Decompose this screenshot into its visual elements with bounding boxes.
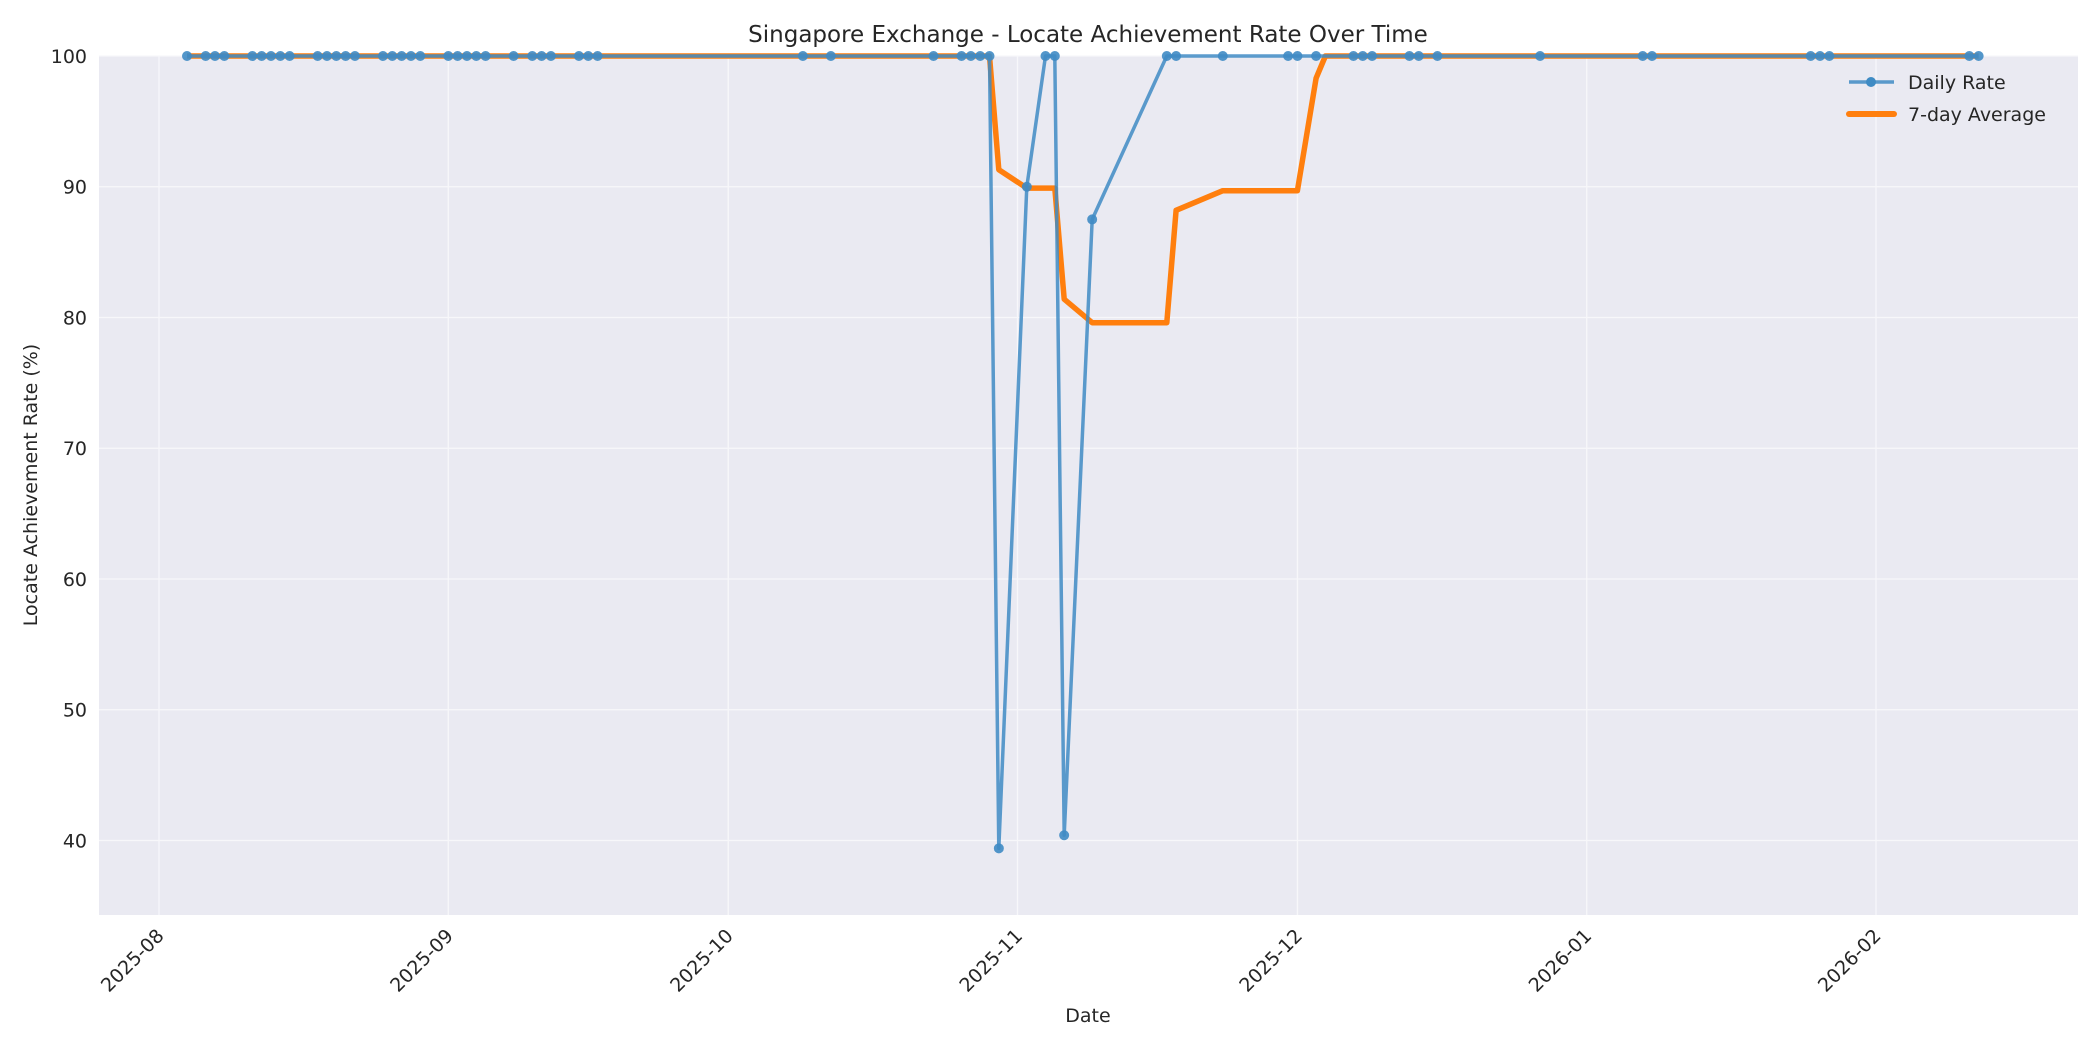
- daily-rate-point: [1292, 51, 1303, 61]
- daily-rate-point: [573, 51, 584, 61]
- daily-rate-point: [1964, 51, 1975, 61]
- x-tick-label: 2025-12: [1235, 925, 1307, 997]
- daily-rate-point: [219, 51, 230, 61]
- daily-rate-point: [928, 51, 939, 61]
- daily-rate-point: [265, 51, 276, 61]
- y-tick-label: 70: [63, 438, 87, 460]
- daily-rate-point: [1348, 51, 1359, 61]
- daily-rate-point: [340, 51, 351, 61]
- daily-rate-point: [480, 51, 491, 61]
- daily-rate-point: [256, 51, 267, 61]
- daily-rate-point: [452, 51, 463, 61]
- daily-rate-point: [1357, 51, 1368, 61]
- daily-rate-point: [1432, 51, 1443, 61]
- x-tick-label: 2026-01: [1525, 925, 1597, 997]
- y-tick-label: 60: [63, 569, 87, 591]
- legend-daily-label: Daily Rate: [1908, 72, 2006, 94]
- daily-rate-point: [331, 51, 342, 61]
- y-tick-label: 50: [63, 700, 87, 722]
- daily-rate-point: [387, 51, 398, 61]
- daily-rate-point: [975, 51, 986, 61]
- daily-rate-point: [471, 51, 482, 61]
- daily-rate-point: [797, 51, 808, 61]
- daily-rate-point: [993, 843, 1004, 854]
- y-tick-label: 80: [63, 307, 87, 329]
- daily-rate-point: [1217, 51, 1228, 61]
- legend-avg-label: 7-day Average: [1908, 104, 2046, 126]
- y-tick-label: 90: [63, 177, 87, 199]
- seven-day-average-series: [187, 53, 1979, 326]
- y-axis-ticks: 40 50 60 70 80 90 100: [51, 46, 87, 852]
- daily-rate-point: [1171, 51, 1182, 61]
- daily-rate-point: [200, 51, 211, 61]
- daily-rate-point: [545, 51, 556, 61]
- daily-rate-point: [583, 51, 594, 61]
- daily-rate-point: [181, 51, 192, 61]
- daily-rate-point: [405, 51, 416, 61]
- x-tick-label: 2025-09: [386, 925, 458, 997]
- daily-rate-point: [1283, 51, 1294, 61]
- daily-rate-point: [443, 51, 454, 61]
- daily-rate-point: [1021, 181, 1032, 192]
- daily-rate-point: [1059, 830, 1070, 841]
- daily-rate-point: [1973, 51, 1984, 61]
- legend: Daily Rate 7-day Average: [1846, 72, 2046, 126]
- daily-rate-series: [181, 51, 1984, 854]
- daily-rate-point: [377, 51, 388, 61]
- plot-background: [99, 56, 2078, 915]
- daily-rate-point: [396, 51, 407, 61]
- daily-rate-point: [1367, 51, 1378, 61]
- daily-rate-point: [1161, 51, 1172, 61]
- chart-title: Singapore Exchange - Locate Achievement …: [748, 22, 1428, 48]
- daily-rate-point: [592, 51, 603, 61]
- daily-rate-point: [956, 51, 967, 61]
- y-axis-label: Locate Achievement Rate (%): [20, 344, 42, 626]
- daily-rate-point: [1311, 51, 1322, 61]
- x-axis-ticks: 2025-08 2025-09 2025-10 2025-11 2025-12 2026-…: [97, 925, 1886, 997]
- daily-rate-point: [1637, 51, 1648, 61]
- seven-day-average-line: [187, 53, 1979, 326]
- daily-rate-point: [984, 51, 995, 61]
- x-axis-label: Date: [1065, 1005, 1110, 1027]
- daily-rate-point: [1049, 51, 1060, 61]
- daily-rate-point: [508, 51, 519, 61]
- daily-rate-point: [1040, 51, 1051, 61]
- daily-rate-point: [825, 51, 836, 61]
- y-tick-label: 40: [63, 830, 87, 852]
- daily-rate-point: [536, 51, 547, 61]
- daily-rate-point: [1413, 51, 1424, 61]
- daily-rate-point: [284, 51, 295, 61]
- daily-rate-point: [965, 51, 976, 61]
- daily-rate-point: [247, 51, 258, 61]
- x-tick-label: 2025-11: [955, 925, 1027, 997]
- daily-rate-point: [321, 51, 332, 61]
- x-tick-label: 2026-02: [1814, 925, 1886, 997]
- daily-rate-point: [415, 51, 426, 61]
- daily-rate-point: [1805, 51, 1816, 61]
- daily-rate-point: [1815, 51, 1826, 61]
- x-tick-label: 2025-10: [666, 925, 738, 997]
- daily-rate-point: [461, 51, 472, 61]
- daily-rate-point: [1535, 51, 1546, 61]
- daily-rate-point: [275, 51, 286, 61]
- y-tick-label: 100: [51, 46, 87, 68]
- legend-daily-marker: [1866, 77, 1876, 87]
- daily-rate-point: [349, 51, 360, 61]
- daily-rate-point: [1404, 51, 1415, 61]
- daily-rate-point: [1647, 51, 1658, 61]
- daily-rate-point: [1087, 214, 1098, 225]
- daily-rate-point: [1824, 51, 1835, 61]
- daily-rate-point: [312, 51, 323, 61]
- daily-rate-point: [527, 51, 538, 61]
- daily-rate-point: [209, 51, 220, 61]
- x-tick-label: 2025-08: [97, 925, 169, 997]
